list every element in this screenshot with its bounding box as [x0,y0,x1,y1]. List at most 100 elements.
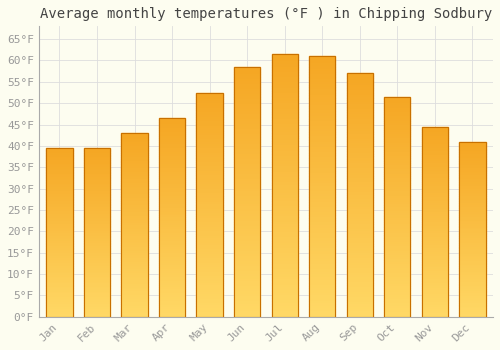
Bar [122,201,148,203]
Bar [384,169,410,172]
Bar [309,93,336,95]
Bar [422,248,448,250]
Bar [196,196,223,198]
Bar [384,112,410,114]
Bar [272,102,298,104]
Bar [84,167,110,168]
Bar [272,299,298,301]
Bar [460,149,485,150]
Bar [84,156,110,158]
Bar [234,119,260,122]
Bar [46,256,72,258]
Bar [46,155,72,156]
Bar [346,195,373,197]
Bar [384,97,410,317]
Bar [46,168,72,170]
Bar [309,254,336,257]
Bar [309,228,336,231]
Bar [422,224,448,225]
Bar [422,155,448,157]
Bar [234,209,260,212]
Bar [422,146,448,148]
Bar [159,231,185,233]
Bar [46,241,72,243]
Bar [460,289,485,290]
Bar [46,251,72,253]
Bar [234,199,260,202]
Bar [159,275,185,277]
Bar [422,174,448,176]
Bar [196,294,223,296]
Bar [384,303,410,306]
Bar [384,119,410,121]
Bar [122,260,148,262]
Bar [422,243,448,245]
Bar [84,315,110,317]
Bar [309,314,336,317]
Bar [196,296,223,299]
Bar [460,284,485,285]
Bar [159,214,185,216]
Bar [346,304,373,307]
Bar [234,127,260,130]
Bar [122,135,148,137]
Bar [84,163,110,165]
Bar [384,301,410,303]
Bar [422,260,448,262]
Bar [272,254,298,256]
Bar [272,259,298,262]
Bar [234,307,260,309]
Bar [122,236,148,238]
Bar [46,219,72,220]
Bar [84,247,110,249]
Bar [460,312,485,313]
Bar [460,310,485,312]
Bar [460,159,485,161]
Bar [309,239,336,241]
Bar [196,92,223,317]
Bar [122,218,148,219]
Bar [46,200,72,202]
Bar [422,313,448,315]
Bar [460,173,485,175]
Bar [460,156,485,158]
Bar [272,225,298,228]
Bar [272,264,298,267]
Bar [384,238,410,240]
Bar [196,171,223,173]
Bar [196,191,223,194]
Bar [84,183,110,185]
Bar [346,293,373,295]
Bar [422,281,448,282]
Bar [46,283,72,285]
Bar [272,212,298,214]
Bar [196,247,223,250]
Bar [309,171,336,174]
Bar [196,140,223,142]
Bar [159,253,185,255]
Bar [346,124,373,127]
Bar [159,277,185,279]
Bar [46,286,72,288]
Bar [460,164,485,166]
Bar [234,227,260,229]
Bar [384,260,410,262]
Bar [309,286,336,288]
Bar [422,298,448,300]
Bar [346,285,373,288]
Bar [309,155,336,158]
Bar [422,218,448,220]
Bar [346,197,373,200]
Bar [309,273,336,275]
Bar [384,198,410,200]
Bar [46,315,72,317]
Bar [309,309,336,312]
Bar [46,271,72,273]
Bar [84,275,110,276]
Bar [122,309,148,311]
Bar [84,246,110,247]
Bar [460,187,485,189]
Bar [460,175,485,177]
Bar [46,205,72,207]
Bar [460,243,485,245]
